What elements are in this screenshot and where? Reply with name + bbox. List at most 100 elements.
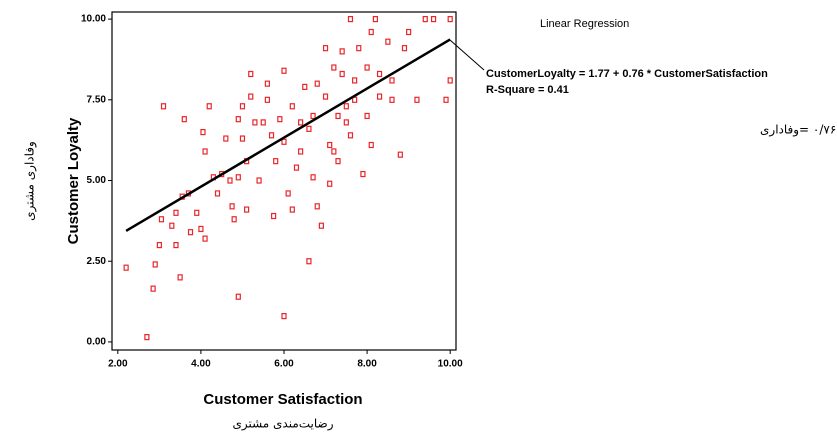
scatter-point bbox=[249, 94, 253, 99]
scatter-point bbox=[299, 149, 303, 154]
scatter-point bbox=[402, 46, 406, 51]
scatter-point bbox=[319, 223, 323, 228]
x-tick-label: 2.00 bbox=[108, 359, 128, 370]
scatter-point bbox=[286, 191, 290, 196]
scatter-point bbox=[444, 97, 448, 102]
x-tick-label: 8.00 bbox=[357, 359, 377, 370]
scatter-point bbox=[373, 17, 377, 22]
scatter-point bbox=[236, 175, 240, 180]
scatter-point bbox=[336, 159, 340, 164]
scatter-point bbox=[159, 217, 163, 222]
scatter-point bbox=[195, 210, 199, 215]
x-tick-label: 10.00 bbox=[438, 359, 463, 370]
scatter-point bbox=[307, 259, 311, 264]
scatter-point bbox=[328, 143, 332, 148]
y-axis-title-fa: وفاداری مشتری bbox=[23, 141, 38, 221]
scatter-point bbox=[357, 46, 361, 51]
scatter-point bbox=[265, 81, 269, 86]
scatter-point bbox=[311, 175, 315, 180]
y-tick-label: 2.50 bbox=[87, 256, 107, 267]
scatter-point bbox=[282, 314, 286, 319]
scatter-point bbox=[151, 286, 155, 291]
scatter-point bbox=[332, 65, 336, 70]
scatter-point bbox=[170, 223, 174, 228]
scatter-point bbox=[199, 226, 203, 231]
scatter-point bbox=[365, 113, 369, 118]
scatter-point bbox=[228, 178, 232, 183]
y-tick-label: 5.00 bbox=[87, 175, 107, 186]
scatter-point bbox=[257, 178, 261, 183]
scatter-point bbox=[324, 94, 328, 99]
scatter-point bbox=[178, 275, 182, 280]
scatter-point bbox=[249, 71, 253, 76]
scatter-point bbox=[390, 78, 394, 83]
scatter-point bbox=[290, 207, 294, 212]
scatter-point bbox=[398, 152, 402, 157]
chart: Customer Satisfaction رضایت‌مندی مشتری C… bbox=[0, 0, 837, 441]
scatter-point bbox=[124, 265, 128, 270]
scatter-point bbox=[282, 68, 286, 73]
scatter-point bbox=[240, 104, 244, 109]
x-tick-label: 6.00 bbox=[274, 359, 294, 370]
scatter-point bbox=[415, 97, 419, 102]
scatter-point bbox=[369, 143, 373, 148]
scatter-point bbox=[245, 207, 249, 212]
scatter-point bbox=[174, 210, 178, 215]
scatter-point bbox=[340, 49, 344, 54]
scatter-point bbox=[253, 120, 257, 125]
scatter-point bbox=[324, 46, 328, 51]
scatter-point bbox=[189, 230, 193, 235]
equation-fa: (رضــایتمندی مشــتری)۱/۷۷+۰/۷۶ =وفاداری bbox=[760, 123, 837, 138]
scatter-point bbox=[432, 17, 436, 22]
scatter-point bbox=[216, 191, 220, 196]
scatter-point bbox=[162, 104, 166, 109]
scatter-point bbox=[361, 172, 365, 177]
scatter-point bbox=[270, 133, 274, 138]
r-square: R-Square = 0.41 bbox=[486, 84, 569, 96]
scatter-point bbox=[348, 17, 352, 22]
scatter-point bbox=[315, 81, 319, 86]
scatter-point bbox=[448, 17, 452, 22]
y-tick-label: 0.00 bbox=[87, 337, 107, 348]
scatter-point bbox=[230, 204, 234, 209]
scatter-point bbox=[157, 243, 161, 248]
regression-line bbox=[126, 39, 450, 230]
scatter-point bbox=[340, 71, 344, 76]
y-axis-title: Customer Loyalty bbox=[65, 117, 82, 244]
scatter-point bbox=[174, 243, 178, 248]
annotation-leader bbox=[450, 40, 484, 70]
scatter-point bbox=[307, 126, 311, 131]
scatter-point bbox=[407, 30, 411, 35]
scatter-point bbox=[240, 136, 244, 141]
scatter-point bbox=[311, 113, 315, 118]
scatter-point bbox=[348, 133, 352, 138]
scatter-point bbox=[303, 84, 307, 89]
scatter-point bbox=[282, 139, 286, 144]
x-tick-label: 4.00 bbox=[191, 359, 211, 370]
scatter-point bbox=[328, 181, 332, 186]
y-tick-label: 10.00 bbox=[81, 14, 106, 25]
scatter-point bbox=[336, 113, 340, 118]
scatter-point bbox=[315, 204, 319, 209]
scatter-point bbox=[272, 214, 276, 219]
scatter-point bbox=[344, 120, 348, 125]
scatter-point bbox=[274, 159, 278, 164]
scatter-point bbox=[182, 117, 186, 122]
scatter-point bbox=[265, 97, 269, 102]
scatter-point bbox=[386, 39, 390, 44]
x-axis-title-fa: رضایت‌مندی مشتری bbox=[232, 417, 333, 432]
scatter-point bbox=[207, 104, 211, 109]
scatter-point bbox=[236, 117, 240, 122]
scatter-point bbox=[423, 17, 427, 22]
scatter-point bbox=[365, 65, 369, 70]
scatter-point bbox=[344, 104, 348, 109]
scatter-point bbox=[378, 94, 382, 99]
scatter-point bbox=[201, 130, 205, 135]
scatter-point bbox=[224, 136, 228, 141]
scatter-point bbox=[378, 71, 382, 76]
scatter-point bbox=[278, 117, 282, 122]
scatter-point bbox=[145, 335, 149, 340]
scatter-point bbox=[299, 120, 303, 125]
scatter-point bbox=[369, 30, 373, 35]
x-axis-title: Customer Satisfaction bbox=[203, 391, 362, 408]
